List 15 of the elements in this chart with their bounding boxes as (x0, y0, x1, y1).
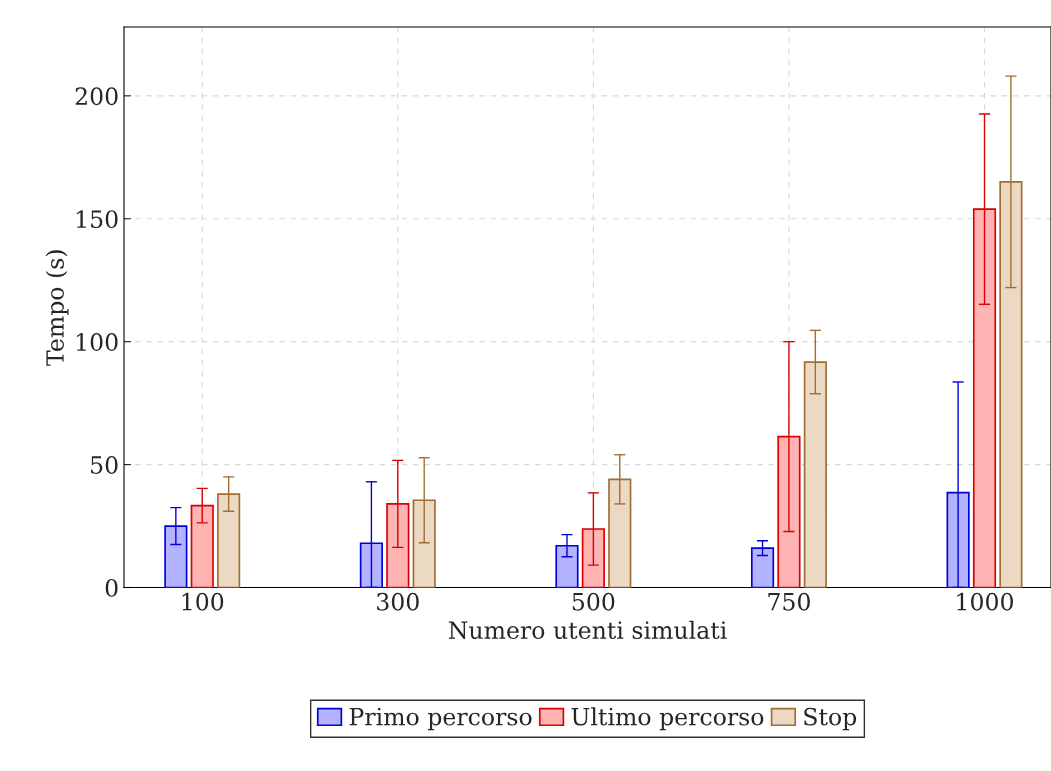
x-tick-label: 750 (768, 592, 810, 611)
y-tick-label: 150 (76, 210, 118, 229)
x-tick-label: 1000 (957, 592, 1013, 611)
y-tick-label: 200 (75, 87, 118, 106)
x-axis-title: Numero utenti simulati (448, 620, 727, 640)
y-axis-title: Tempo (s) (45, 250, 69, 366)
x-tick-label: 300 (377, 592, 419, 611)
y-tick-label: 100 (76, 333, 118, 351)
legend-label: Ultimo percorso (571, 707, 764, 731)
x-tick-label: 100 (182, 592, 224, 611)
y-tick-label: 0 (105, 578, 118, 597)
legend-label: Stop (804, 707, 857, 731)
y-tick-label: 50 (91, 456, 118, 474)
x-tick-label: 500 (572, 592, 615, 611)
legend-label: Primo percorso (349, 707, 532, 731)
